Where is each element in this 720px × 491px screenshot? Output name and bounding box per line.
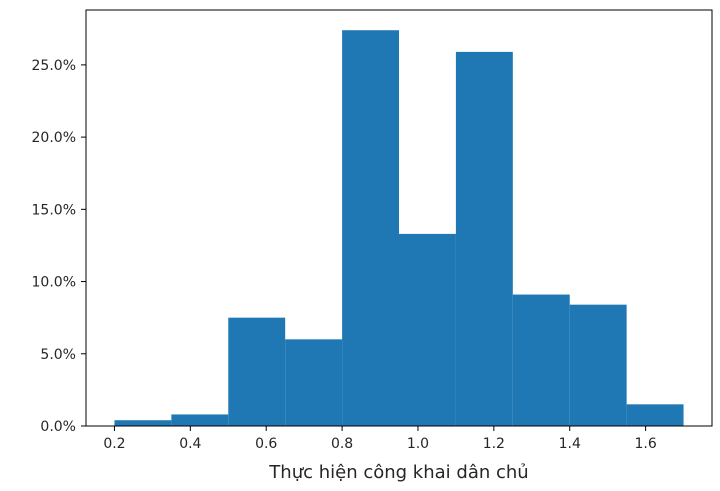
plot-frame: [85, 9, 713, 427]
histogram-bar-7: [455, 51, 513, 427]
x-tick-label: 0.4: [179, 436, 201, 452]
x-tick-label: 1.2: [483, 436, 505, 452]
histogram-bar-1: [114, 420, 172, 426]
histogram-bar-6: [399, 233, 456, 426]
histogram-bar-5: [342, 30, 399, 426]
x-tick-label: 1.4: [559, 436, 581, 452]
histogram-bar-10: [626, 404, 684, 426]
y-tick-label: 10.0%: [32, 275, 76, 291]
histogram-bar-4: [285, 339, 343, 426]
histogram-bar-2: [171, 414, 229, 426]
y-tick-label: 15.0%: [32, 202, 76, 218]
histogram-bar-3: [228, 317, 286, 426]
y-tick-label: 0.0%: [40, 419, 76, 435]
x-tick-label: 1.6: [634, 436, 656, 452]
y-axis: 0.0% 5.0% 10.0% 15.0% 20.0% 25.0%: [32, 58, 86, 435]
y-tick-label: 5.0%: [40, 347, 76, 363]
x-tick-label: 0.2: [103, 436, 125, 452]
x-axis-label: Thực hiện công khai dân chủ: [268, 462, 528, 483]
y-tick-label: 25.0%: [32, 58, 76, 74]
x-tick-label: 1.0: [407, 436, 429, 452]
x-tick-label: 0.8: [331, 436, 353, 452]
histogram-bar-9: [569, 304, 627, 426]
x-tick-label: 0.6: [255, 436, 277, 452]
x-axis: 0.2 0.4 0.6 0.8 1.0 1.2 1.4 1.6: [103, 426, 657, 452]
histogram-bars: [114, 30, 684, 427]
y-tick-label: 20.0%: [32, 130, 76, 146]
histogram-bar-8: [512, 294, 570, 426]
